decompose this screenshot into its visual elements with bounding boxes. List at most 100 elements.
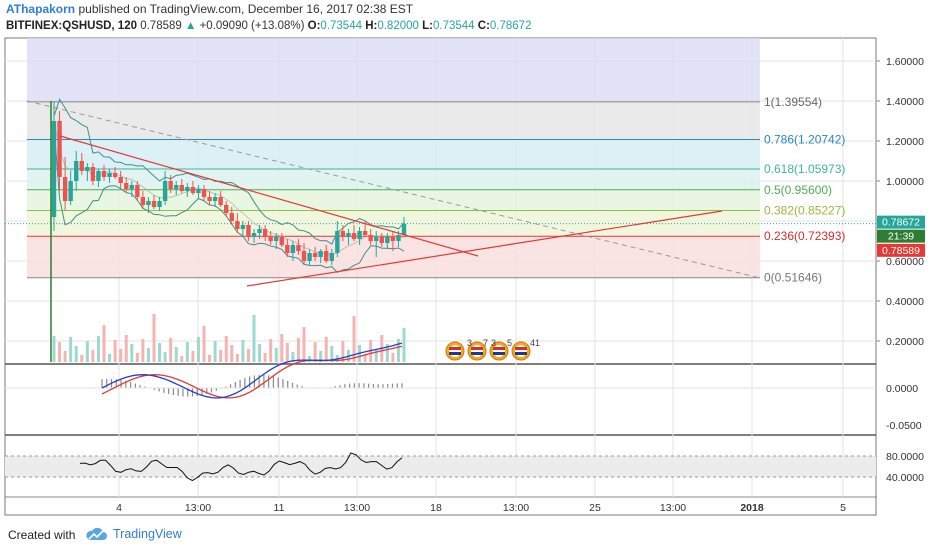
chart-canvas[interactable]: 1(1.39554) 0.786(1.20742) 0.618(1.05973) 0.… bbox=[0, 0, 932, 520]
volume-bar bbox=[119, 349, 123, 362]
volume-bar bbox=[258, 344, 262, 362]
macd-line bbox=[101, 342, 403, 399]
event-badge-icon bbox=[445, 341, 465, 361]
rsi-tick-label: 80.0000 bbox=[886, 451, 924, 463]
candle-body bbox=[340, 231, 346, 237]
time-tick-label: 4 bbox=[116, 502, 122, 514]
volume-bar bbox=[263, 353, 267, 362]
time-tick-label: 13:00 bbox=[660, 502, 686, 514]
bollinger-lower bbox=[53, 125, 405, 274]
price-change: +0.09090 (+13.08%) bbox=[199, 20, 305, 32]
candle-body bbox=[279, 237, 284, 245]
volume-bar bbox=[385, 344, 389, 362]
time-tick-label: 11 bbox=[274, 502, 285, 514]
candle-body bbox=[374, 237, 379, 241]
volume-bar bbox=[319, 351, 323, 362]
author-name[interactable]: AThapakorn bbox=[6, 2, 76, 16]
change-arrow: ▲ bbox=[184, 20, 197, 32]
volume-bar bbox=[196, 337, 200, 362]
high-value: 0.82000 bbox=[377, 20, 419, 32]
fib-zone bbox=[27, 236, 760, 278]
price-tick-label: 0.60000 bbox=[886, 256, 924, 268]
volume-bar bbox=[235, 354, 239, 362]
price-tag-label: 0.78589 bbox=[882, 245, 920, 257]
volume-bar bbox=[102, 325, 106, 362]
candle-body bbox=[224, 205, 229, 213]
rsi-line bbox=[79, 452, 403, 482]
volume-bar bbox=[124, 335, 128, 362]
volume-bar bbox=[274, 348, 278, 362]
volume-bar bbox=[208, 355, 212, 362]
candle-body bbox=[379, 237, 384, 243]
volume-bar bbox=[269, 339, 273, 362]
candle-body bbox=[318, 251, 323, 257]
volume-bar bbox=[396, 339, 400, 362]
candle-body bbox=[124, 183, 129, 189]
volume-bar bbox=[174, 347, 178, 362]
event-badges[interactable]: 3 7 3 5 41 bbox=[445, 338, 540, 361]
candle-body bbox=[79, 161, 84, 171]
volume-bar bbox=[296, 338, 300, 362]
fib-level-label: 0.382(0.85227) bbox=[764, 204, 845, 218]
macd-tick-label: -0.0500 bbox=[886, 420, 922, 432]
event-badge-count: 5 bbox=[507, 338, 512, 348]
badge-flag-stripe bbox=[471, 347, 483, 350]
trendlines[interactable] bbox=[59, 135, 723, 287]
candle-body bbox=[207, 197, 212, 201]
candle-body bbox=[212, 197, 218, 201]
badge-flag-stripe bbox=[471, 352, 483, 355]
candle-body bbox=[201, 189, 207, 197]
time-tick-label: 25 bbox=[589, 502, 601, 514]
candle-body bbox=[268, 237, 273, 241]
candle-body bbox=[196, 189, 201, 193]
volume-bar bbox=[219, 350, 223, 362]
bollinger-upper bbox=[53, 98, 405, 245]
volume-bar bbox=[185, 342, 189, 362]
tradingview-brand[interactable]: TradingView bbox=[113, 527, 182, 541]
volume-bar bbox=[141, 339, 145, 362]
candle-body bbox=[396, 235, 401, 241]
candle-body bbox=[190, 187, 196, 193]
price-tag-label: 21:39 bbox=[888, 231, 914, 243]
candle-body bbox=[390, 237, 396, 241]
volume-bar bbox=[130, 344, 134, 362]
rsi-band bbox=[5, 456, 876, 477]
volume-bar bbox=[213, 341, 217, 362]
event-badge-count: 3 bbox=[467, 338, 472, 348]
tradingview-cloud-icon[interactable] bbox=[84, 526, 108, 547]
time-tick-label: 2018 bbox=[740, 502, 764, 514]
badge-inner bbox=[449, 345, 461, 357]
open-value: 0.73544 bbox=[320, 20, 362, 32]
candle-body bbox=[218, 197, 223, 205]
candle-body bbox=[146, 201, 151, 205]
header-line-2: BITFINEX:QSHUSD, 120 0.78589 ▲ +0.09090 … bbox=[6, 20, 531, 32]
badge-flag-stripe bbox=[493, 352, 505, 355]
bollinger-basis bbox=[53, 120, 405, 256]
header-line-1: AThapakorn published on TradingView.com,… bbox=[6, 2, 413, 16]
candle-body bbox=[301, 251, 307, 261]
candle-body bbox=[68, 181, 73, 201]
volume-bar bbox=[374, 349, 378, 362]
candle-body bbox=[385, 237, 390, 243]
ascending-trendline bbox=[246, 210, 723, 287]
volume-bar bbox=[108, 354, 112, 362]
volume-bar bbox=[80, 355, 84, 362]
volume-bar bbox=[74, 346, 78, 362]
badge-inner bbox=[515, 345, 527, 357]
volume-bar bbox=[341, 341, 345, 362]
volume-bar bbox=[246, 349, 250, 362]
volume-bar bbox=[252, 315, 256, 362]
badge-flag-stripe bbox=[449, 352, 461, 355]
rsi-pane bbox=[5, 452, 876, 482]
event-badge-count: 41 bbox=[530, 338, 540, 348]
candle-body bbox=[74, 161, 79, 181]
volume-bar bbox=[280, 334, 284, 362]
close-label: C: bbox=[477, 20, 490, 32]
volume-bar bbox=[391, 353, 395, 362]
fibonacci-retracement[interactable]: 1(1.39554) 0.786(1.20742) 0.618(1.05973) 0.… bbox=[5, 38, 876, 285]
volume-bar bbox=[163, 352, 167, 362]
volume-bar bbox=[241, 340, 245, 362]
candle-body bbox=[62, 177, 68, 201]
candle-body bbox=[118, 177, 123, 183]
candle-body bbox=[235, 221, 240, 229]
